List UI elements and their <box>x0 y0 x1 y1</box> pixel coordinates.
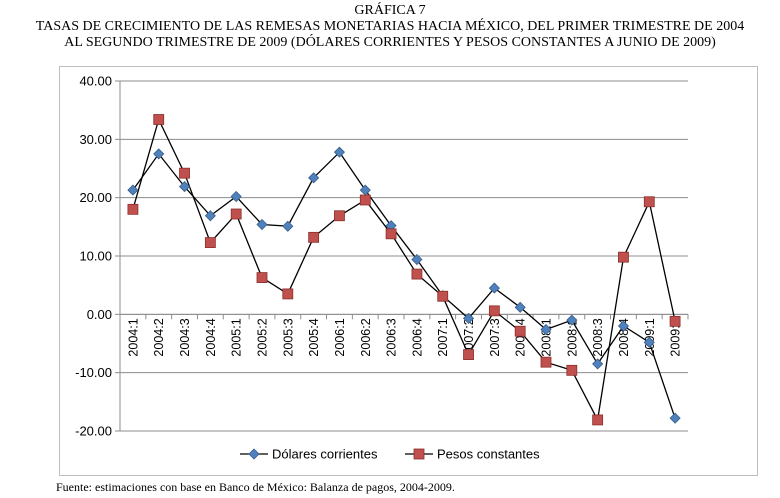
series-1-point <box>359 184 371 196</box>
y-tick-label: 40.00 <box>79 74 112 89</box>
series-line-2 <box>132 117 676 422</box>
series-1-point <box>308 172 320 184</box>
source-note: Fuente: estimaciones con base en Banco d… <box>56 480 455 494</box>
series-2-point <box>540 356 552 368</box>
series-1-point <box>462 312 475 324</box>
x-tick-label: 2006:1 <box>333 318 347 356</box>
series-1-point <box>643 336 655 348</box>
series-1-point <box>204 210 216 222</box>
x-tick-label: 2006:4 <box>410 318 424 356</box>
series-1-point <box>540 323 552 336</box>
chart-title-line-2: AL SEGUNDO TRIMESTRE DE 2009 (DÓLARES CO… <box>64 35 716 50</box>
series-2-point <box>463 349 474 360</box>
x-tick-label: 2005:3 <box>281 318 295 356</box>
x-tick-label: 2005:1 <box>230 318 244 356</box>
series-1-point <box>230 190 242 203</box>
series-2-point <box>256 272 268 283</box>
series-2-point <box>488 305 500 317</box>
x-tick-label: 2005:2 <box>256 318 270 356</box>
series-1-point <box>411 253 423 266</box>
series-line-1 <box>132 151 676 419</box>
legend-marker-2 <box>413 448 425 460</box>
series-1-point <box>282 220 294 232</box>
series-2-point <box>643 196 655 208</box>
series-2-point <box>566 364 578 376</box>
x-tick-label: 2007:3 <box>488 318 502 356</box>
series-2-point <box>437 290 449 302</box>
x-tick-label: 2008:3 <box>591 318 605 356</box>
x-tick-label: 2006:2 <box>359 318 373 356</box>
legend-marker-1 <box>248 448 260 460</box>
y-tick-label: -20.00 <box>75 424 112 439</box>
y-tick-label: 10.00 <box>79 249 112 264</box>
x-tick-label: 2005:4 <box>307 318 321 356</box>
series-2-point <box>282 288 294 300</box>
series-2-point <box>230 208 242 220</box>
series-1-point <box>514 301 526 313</box>
chart-frame <box>59 66 758 476</box>
series-2-point <box>514 325 526 337</box>
y-tick-label: 0.00 <box>87 307 112 322</box>
series-2-point <box>618 251 629 263</box>
chart-title-line-1: TASAS DE CRECIMIENTO DE LAS REMESAS MONE… <box>35 19 745 34</box>
series-2-point <box>592 414 604 426</box>
x-tick-label: 2007:1 <box>436 318 450 356</box>
x-tick-label: 2004:2 <box>152 318 166 356</box>
series-2-point <box>669 315 681 327</box>
x-tick-label: 2008:1 <box>540 318 554 356</box>
x-tick-label: 2004:3 <box>178 318 192 356</box>
x-tick-label: 2004:4 <box>204 318 218 356</box>
series-2-point <box>179 167 190 179</box>
series-1-point <box>178 181 191 193</box>
series-1-point <box>617 320 630 332</box>
y-tick-label: 30.00 <box>79 132 112 147</box>
series-2-point <box>411 268 423 280</box>
series-2-point <box>127 203 139 215</box>
series-1-point <box>488 282 500 294</box>
series-1-point <box>256 218 268 231</box>
x-tick-label: 2006:3 <box>385 318 399 356</box>
x-tick-label: 2009:2 <box>669 318 683 356</box>
series-1-point <box>669 412 681 424</box>
series-1-point <box>566 314 578 326</box>
series-1-point <box>127 184 139 196</box>
y-tick-label: -10.00 <box>75 365 112 380</box>
series-2-point <box>204 237 216 248</box>
legend-label-1: Dólares corrientes <box>272 447 378 462</box>
legend-label-2: Pesos constantes <box>437 447 540 462</box>
x-tick-label: 2004:1 <box>126 318 140 356</box>
series-2-point <box>153 114 165 125</box>
series-2-point <box>359 194 371 206</box>
series-1-point <box>592 358 604 370</box>
series-1-point <box>333 146 346 158</box>
series-2-point <box>308 231 320 243</box>
series-2-point <box>385 228 397 240</box>
chart-heading: GRÁFICA 7 <box>354 3 426 18</box>
series-2-point <box>334 210 345 222</box>
y-tick-label: 20.00 <box>79 190 112 205</box>
series-1-point <box>153 148 165 160</box>
